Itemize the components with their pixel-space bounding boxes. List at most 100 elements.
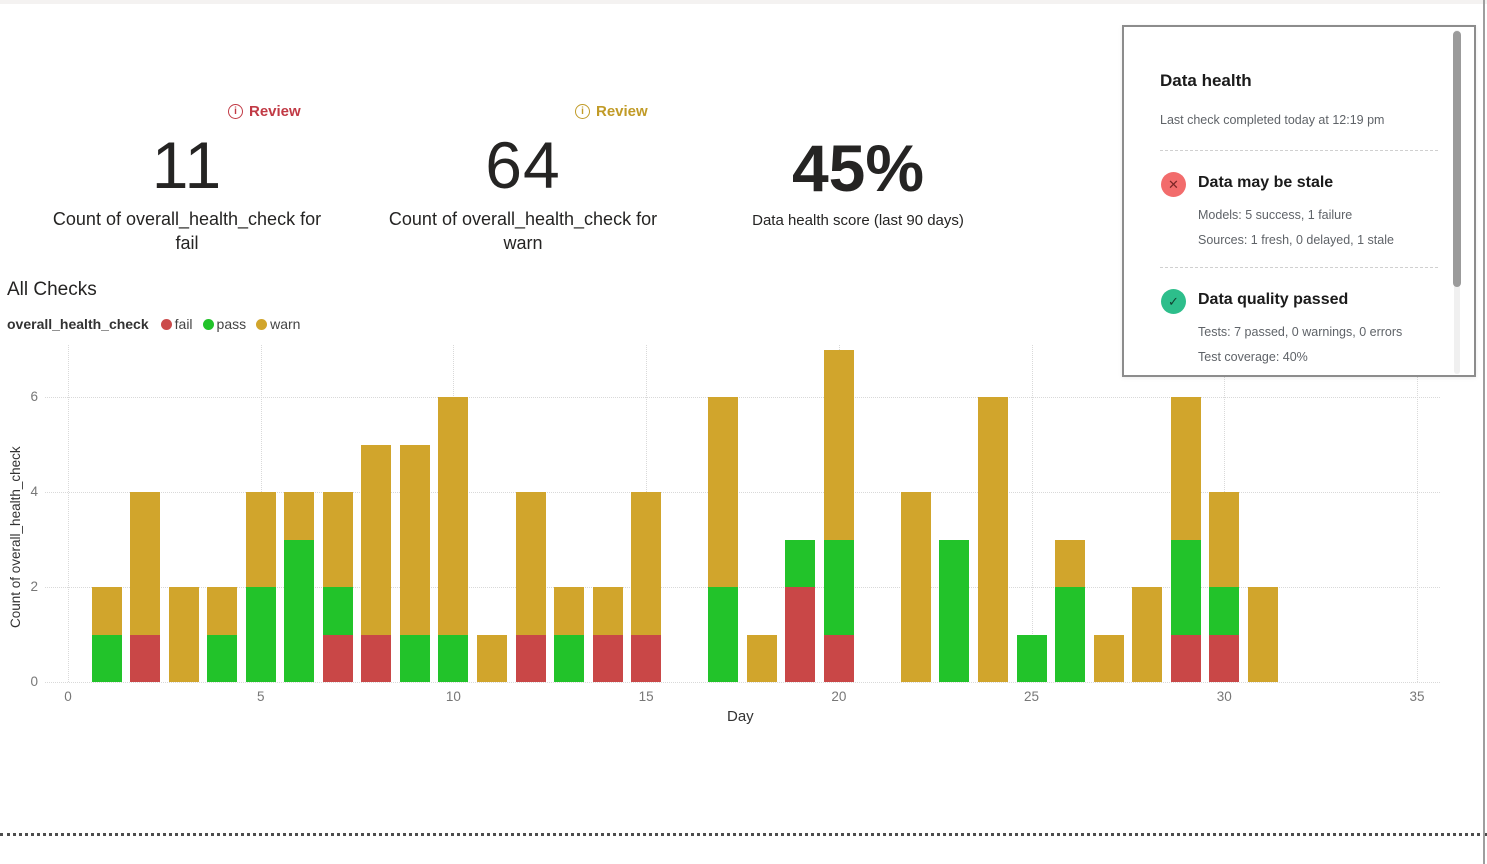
bar-segment-warn-day-12[interactable] xyxy=(515,492,546,635)
bar-segment-pass-day-29[interactable] xyxy=(1170,539,1201,635)
panel-scrollbar-thumb[interactable] xyxy=(1453,31,1461,287)
bar-segment-warn-day-1[interactable] xyxy=(91,587,122,635)
bar-segment-fail-day-29[interactable] xyxy=(1170,634,1201,682)
legend-item-fail[interactable]: fail xyxy=(160,316,193,332)
kpi-label: Count of overall_health_check for warn xyxy=(388,209,658,253)
status-heading: Data quality passed xyxy=(1198,291,1349,308)
bar-segment-pass-day-25[interactable] xyxy=(1016,634,1047,682)
bar-segment-pass-day-1[interactable] xyxy=(91,634,122,682)
y-tick-label: 0 xyxy=(30,674,38,689)
bar-segment-fail-day-15[interactable] xyxy=(631,634,662,682)
kpi-label: Data health score (last 90 days) xyxy=(752,212,964,229)
review-badge-warn[interactable]: i Review xyxy=(575,103,648,120)
panel-last-check-text: Last check completed today at 12:19 pm xyxy=(1160,113,1385,127)
bar-segment-fail-day-19[interactable] xyxy=(785,587,816,682)
kpi-fail-count: 11 Count of overall_health_check for fai… xyxy=(47,132,327,255)
bar-segment-fail-day-20[interactable] xyxy=(823,634,854,682)
gridline xyxy=(45,397,1440,398)
bar-segment-fail-day-30[interactable] xyxy=(1209,634,1240,682)
x-tick-label: 35 xyxy=(1409,689,1425,704)
info-icon: i xyxy=(575,104,590,119)
bar-segment-pass-day-5[interactable] xyxy=(245,587,276,682)
kpi-warn-count: 64 Count of overall_health_check for war… xyxy=(383,132,663,255)
bar-segment-warn-day-18[interactable] xyxy=(746,634,777,682)
bar-segment-warn-day-31[interactable] xyxy=(1247,587,1278,682)
bar-segment-warn-day-11[interactable] xyxy=(476,634,507,682)
bar-segment-pass-day-4[interactable] xyxy=(207,634,238,682)
status-detail: Test coverage: 40% xyxy=(1198,350,1308,364)
bar-segment-warn-day-17[interactable] xyxy=(708,397,739,587)
bar-segment-pass-day-26[interactable] xyxy=(1055,587,1086,682)
bar-segment-pass-day-17[interactable] xyxy=(708,587,739,682)
bar-segment-warn-day-13[interactable] xyxy=(554,587,585,635)
bar-segment-warn-day-9[interactable] xyxy=(399,444,430,635)
bar-segment-warn-day-29[interactable] xyxy=(1170,397,1201,540)
bar-segment-pass-day-13[interactable] xyxy=(554,634,585,682)
bar-segment-warn-day-3[interactable] xyxy=(168,587,199,682)
chart-legend: overall_health_check fail pass warn xyxy=(7,316,310,332)
bar-segment-warn-day-8[interactable] xyxy=(361,444,392,635)
x-circle-icon: ✕ xyxy=(1161,172,1186,197)
bar-segment-fail-day-2[interactable] xyxy=(130,634,161,682)
legend-dot xyxy=(202,318,214,330)
bar-segment-fail-day-8[interactable] xyxy=(361,634,392,682)
x-tick-label: 0 xyxy=(64,689,72,704)
bar-segment-warn-day-4[interactable] xyxy=(207,587,238,635)
status-detail: Tests: 7 passed, 0 warnings, 0 errors xyxy=(1198,325,1403,339)
bar-segment-warn-day-27[interactable] xyxy=(1093,634,1124,682)
legend-item-warn[interactable]: warn xyxy=(256,316,300,332)
window-right-border xyxy=(1483,0,1485,864)
y-tick-label: 4 xyxy=(30,484,38,499)
gridline xyxy=(45,587,1440,588)
bar-segment-warn-day-22[interactable] xyxy=(900,492,931,682)
gridline xyxy=(68,345,69,682)
status-detail: Models: 5 success, 1 failure xyxy=(1198,208,1353,222)
stacked-bar-chart: 0 2 4 6 0 5 10 15 20 25 30 35 xyxy=(0,345,1487,725)
bar-segment-warn-day-15[interactable] xyxy=(631,492,662,635)
bar-segment-warn-day-10[interactable] xyxy=(438,397,469,635)
kpi-label: Count of overall_health_check for fail xyxy=(52,209,322,253)
legend-series-title: overall_health_check xyxy=(7,316,149,332)
review-badge-fail[interactable]: i Review xyxy=(228,103,301,120)
legend-dot xyxy=(160,318,172,330)
bar-segment-warn-day-5[interactable] xyxy=(245,492,276,587)
bar-segment-warn-day-14[interactable] xyxy=(592,587,623,635)
bar-segment-warn-day-2[interactable] xyxy=(130,492,161,635)
bar-segment-fail-day-14[interactable] xyxy=(592,634,623,682)
bar-segment-warn-day-6[interactable] xyxy=(284,492,315,540)
x-axis-title: Day xyxy=(727,708,754,725)
kpi-health-score: 45% Data health score (last 90 days) xyxy=(698,135,1018,233)
info-icon: i xyxy=(228,104,243,119)
data-health-panel: Data health Last check completed today a… xyxy=(1122,25,1476,377)
x-tick-label: 30 xyxy=(1216,689,1232,704)
legend-item-pass[interactable]: pass xyxy=(202,316,247,332)
bar-segment-warn-day-26[interactable] xyxy=(1055,539,1086,587)
bar-segment-pass-day-10[interactable] xyxy=(438,634,469,682)
x-tick-label: 20 xyxy=(831,689,847,704)
bottom-dotted-divider xyxy=(0,833,1487,836)
bar-segment-pass-day-9[interactable] xyxy=(399,634,430,682)
bar-segment-fail-day-7[interactable] xyxy=(322,634,353,682)
bar-segment-pass-day-19[interactable] xyxy=(785,539,816,587)
top-chrome-strip xyxy=(0,0,1487,4)
bar-segment-pass-day-23[interactable] xyxy=(939,539,970,682)
bar-segment-pass-day-30[interactable] xyxy=(1209,587,1240,635)
review-badge-label: Review xyxy=(249,103,301,120)
bar-segment-fail-day-12[interactable] xyxy=(515,634,546,682)
gridline xyxy=(1417,345,1418,682)
y-axis-title: Count of overall_health_check xyxy=(8,446,23,628)
bar-segment-warn-day-24[interactable] xyxy=(978,397,1009,682)
bar-segment-warn-day-28[interactable] xyxy=(1132,587,1163,682)
review-badge-label: Review xyxy=(596,103,648,120)
divider xyxy=(1160,267,1438,268)
bar-segment-pass-day-7[interactable] xyxy=(322,587,353,635)
bar-segment-pass-day-6[interactable] xyxy=(284,539,315,682)
x-tick-label: 10 xyxy=(445,689,461,704)
bar-segment-warn-day-20[interactable] xyxy=(823,349,854,540)
bar-segment-warn-day-7[interactable] xyxy=(322,492,353,587)
gridline xyxy=(1031,345,1033,682)
bar-segment-pass-day-20[interactable] xyxy=(823,539,854,635)
legend-label: pass xyxy=(216,316,247,332)
bar-segment-warn-day-30[interactable] xyxy=(1209,492,1240,587)
